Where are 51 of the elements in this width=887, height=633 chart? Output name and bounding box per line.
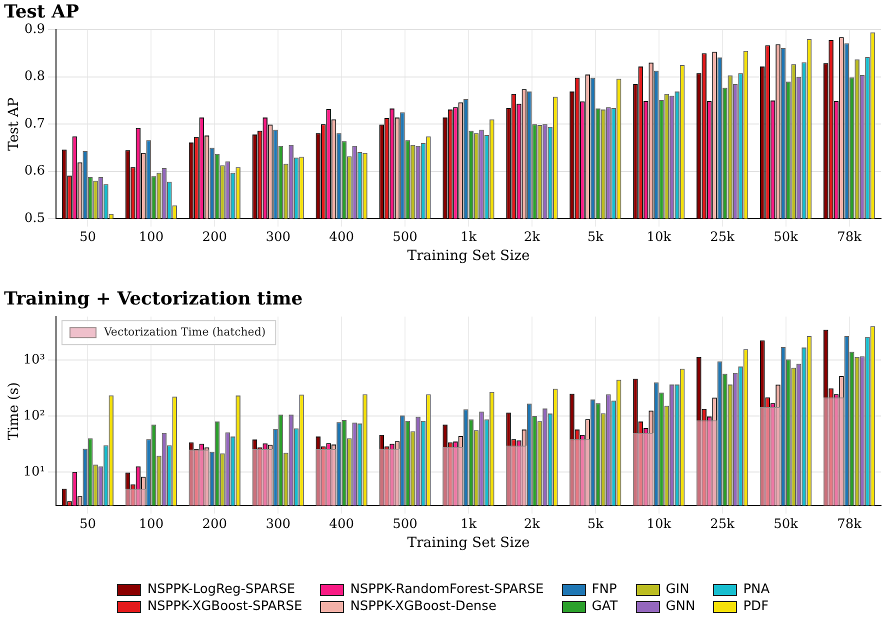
y-tick-label: 0.9 <box>24 22 45 37</box>
legend-label: Vectorization Time (hatched) <box>103 325 266 338</box>
x-tick-label: 25k <box>710 516 735 532</box>
y-tick-label: 0.8 <box>24 69 45 84</box>
legend-label: NSPPK-RandomForest-SPARSE <box>350 582 544 597</box>
x-axis-title: Training Set Size <box>407 535 530 552</box>
y-tick-label: 0.5 <box>24 210 45 226</box>
x-tick-label: 10k <box>646 516 672 532</box>
x-tick-label: 50k <box>774 516 798 532</box>
y-tick-label: 10¹ <box>23 464 45 480</box>
legend-label: NSPPK-LogReg-SPARSE <box>147 582 296 597</box>
legend-label: GIN <box>666 582 690 597</box>
x-tick-label: 78k <box>837 516 862 532</box>
x-tick-label: 50 <box>79 516 96 532</box>
legend-label: PDF <box>743 599 769 614</box>
x-tick-label: 1k <box>460 516 477 532</box>
x-tick-label: 500 <box>392 516 418 532</box>
x-tick-label: 200 <box>202 516 228 532</box>
x-tick-label: 78k <box>837 230 862 245</box>
chart-title: Training + Vectorization time <box>4 288 303 310</box>
x-tick-label: 500 <box>392 230 418 245</box>
x-tick-label: 2k <box>524 516 540 532</box>
x-tick-label: 25k <box>710 230 735 245</box>
legend-label: FNP <box>592 582 617 597</box>
y-tick-label: 10² <box>23 408 45 424</box>
y-axis-title: Test AP <box>6 97 22 151</box>
x-tick-label: 10k <box>646 230 672 245</box>
x-tick-label: 5k <box>587 230 604 245</box>
y-tick-label: 0.7 <box>24 116 45 132</box>
x-tick-label: 200 <box>202 230 228 245</box>
legend-label: GNN <box>666 599 696 614</box>
legend-label: NSPPK-XGBoost-SPARSE <box>147 599 302 614</box>
x-tick-label: 100 <box>138 516 164 532</box>
y-tick-label: 10³ <box>23 352 45 368</box>
x-tick-label: 50k <box>774 230 798 245</box>
x-tick-label: 50 <box>79 230 96 245</box>
legend-label: GAT <box>592 599 618 614</box>
x-tick-label: 2k <box>524 230 540 245</box>
x-tick-label: 1k <box>460 230 477 245</box>
y-axis-title: Time (s) <box>6 382 22 440</box>
chart-title: Test AP <box>4 1 80 22</box>
legend-label: NSPPK-XGBoost-Dense <box>350 599 496 614</box>
x-tick-label: 300 <box>266 230 291 245</box>
x-tick-label: 100 <box>138 230 164 245</box>
x-tick-label: 300 <box>266 516 291 532</box>
y-tick-label: 0.6 <box>24 164 45 179</box>
x-tick-label: 400 <box>329 516 354 532</box>
legend-label: PNA <box>743 582 770 597</box>
x-tick-label: 5k <box>587 516 604 532</box>
x-tick-label: 400 <box>329 230 354 245</box>
x-axis-title: Training Set Size <box>407 248 530 264</box>
